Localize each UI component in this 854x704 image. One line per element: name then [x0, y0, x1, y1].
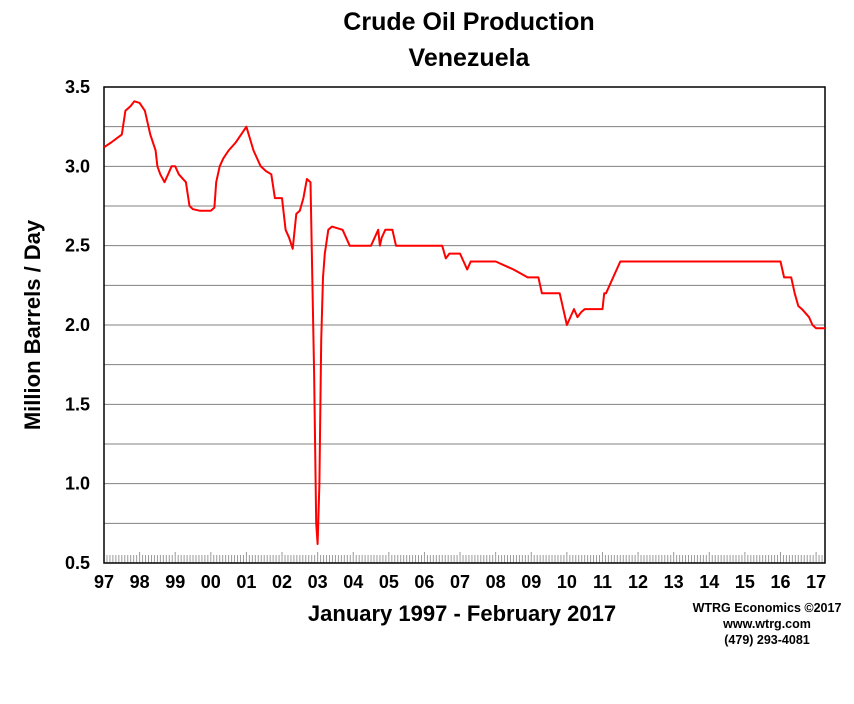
- chart-title: Crude Oil Production: [343, 8, 594, 36]
- y-tick-label: 3.5: [65, 77, 90, 97]
- x-tick-label: 11: [593, 572, 612, 592]
- x-tick-label: 09: [521, 572, 541, 592]
- x-tick-label: 98: [130, 572, 150, 592]
- x-tick-label: 13: [664, 572, 684, 592]
- x-tick-label: 97: [94, 572, 114, 592]
- x-tick-label: 03: [308, 572, 328, 592]
- y-tick-label: 1.0: [65, 474, 90, 494]
- x-tick-label: 16: [770, 572, 790, 592]
- credit-line-1: WTRG Economics ©2017: [693, 601, 842, 615]
- x-tick-label: 00: [201, 572, 221, 592]
- x-tick-label: 01: [236, 572, 256, 592]
- series-line: [103, 100, 825, 545]
- x-tick-label: 07: [450, 572, 470, 592]
- x-tick-label: 15: [735, 572, 755, 592]
- x-tick-label: 12: [628, 572, 648, 592]
- credit-line-3: (479) 293-4081: [724, 633, 810, 647]
- x-minor-ticks: [103, 552, 826, 563]
- x-tick-label: 04: [343, 572, 363, 592]
- x-tick-label: 14: [699, 572, 719, 592]
- credit-line-2: www.wtrg.com: [722, 617, 811, 631]
- y-tick-label: 0.5: [65, 553, 90, 573]
- y-tick-label: 3.0: [65, 156, 90, 176]
- x-tick-label: 17: [806, 572, 826, 592]
- x-tick-label: 05: [379, 572, 399, 592]
- x-axis-label: January 1997 - February 2017: [308, 601, 616, 626]
- x-axis: 97 98 99 00 01 02 03 04 05 06 07 08 09 10 11 12 13 14 15 16…: [94, 572, 826, 592]
- x-tick-label: 10: [557, 572, 577, 592]
- x-tick-label: 99: [165, 572, 185, 592]
- y-tick-label: 2.5: [65, 236, 90, 256]
- series-layer: [103, 100, 825, 545]
- y-axis: 0.5 1.0 1.5 2.0 2.5 3.0 3.5: [65, 77, 90, 573]
- plot-area: [103, 86, 826, 564]
- x-tick-label: 02: [272, 572, 292, 592]
- y-tick-label: 2.0: [65, 315, 90, 335]
- x-tick-label: 08: [486, 572, 506, 592]
- y-tick-label: 1.5: [65, 394, 90, 414]
- y-axis-label: Million Barrels / Day: [20, 219, 45, 430]
- chart-subtitle: Venezuela: [409, 44, 531, 72]
- grid-lines: [104, 126, 825, 524]
- x-tick-label: 06: [414, 572, 434, 592]
